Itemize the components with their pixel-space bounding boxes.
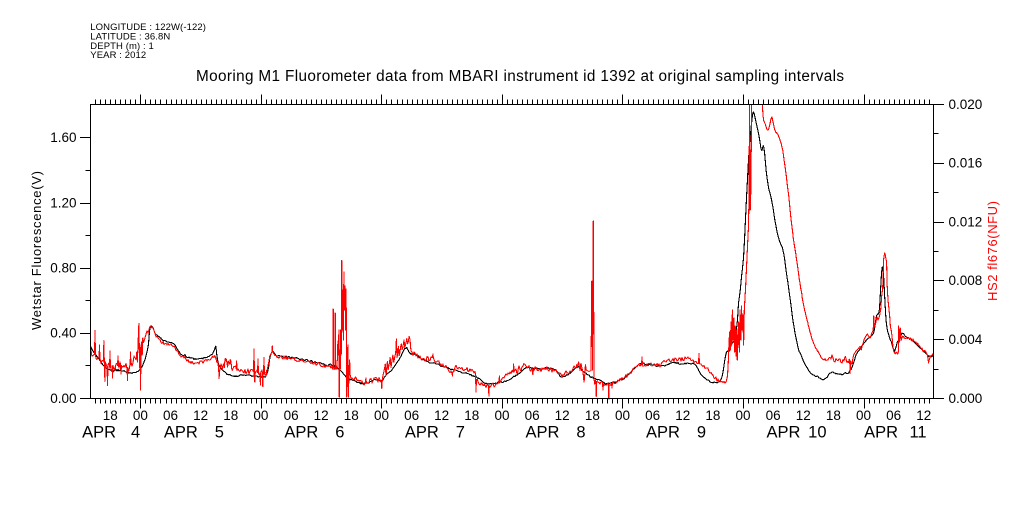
svg-text:12: 12 [555,408,570,423]
svg-text:5: 5 [215,423,224,441]
svg-text:06: 06 [886,408,901,423]
svg-text:0.40: 0.40 [50,326,76,341]
svg-text:12: 12 [675,408,690,423]
svg-text:1.60: 1.60 [50,130,76,145]
svg-text:00: 00 [735,408,750,423]
svg-text:HS2 fl676(NFU): HS2 fl676(NFU) [985,201,1000,301]
svg-text:18: 18 [344,408,359,423]
svg-text:LATITUDE : 36.8N: LATITUDE : 36.8N [90,32,170,43]
svg-text:APR: APR [82,423,116,441]
svg-text:0.00: 0.00 [50,391,76,406]
svg-text:12: 12 [314,408,329,423]
svg-text:7: 7 [456,423,465,441]
svg-text:Mooring M1 Fluorometer data fr: Mooring M1 Fluorometer data from MBARI i… [196,68,844,85]
svg-text:06: 06 [163,408,178,423]
svg-text:18: 18 [826,408,841,423]
svg-text:9: 9 [697,423,706,441]
svg-text:APR: APR [646,423,680,441]
svg-text:0.000: 0.000 [949,391,983,406]
svg-text:LONGITUDE : 122W(-122): LONGITUDE : 122W(-122) [90,22,206,33]
svg-text:8: 8 [576,423,585,441]
svg-text:00: 00 [494,408,509,423]
svg-text:00: 00 [253,408,268,423]
svg-text:11: 11 [909,423,926,441]
svg-text:06: 06 [404,408,419,423]
svg-text:APR: APR [284,423,318,441]
svg-text:1.20: 1.20 [50,195,76,210]
svg-text:06: 06 [645,408,660,423]
svg-text:10: 10 [808,423,826,441]
svg-text:00: 00 [615,408,630,423]
svg-text:18: 18 [464,408,479,423]
svg-text:APR: APR [405,423,439,441]
svg-text:Wetstar Fluorescence(V): Wetstar Fluorescence(V) [29,171,44,330]
svg-text:06: 06 [525,408,540,423]
svg-text:00: 00 [133,408,148,423]
svg-text:18: 18 [705,408,720,423]
svg-text:18: 18 [103,408,118,423]
svg-text:18: 18 [585,408,600,423]
svg-text:12: 12 [916,408,931,423]
svg-text:4: 4 [131,423,140,441]
svg-text:18: 18 [223,408,238,423]
svg-text:12: 12 [193,408,208,423]
svg-text:APR: APR [164,423,198,441]
svg-text:12: 12 [434,408,449,423]
svg-text:6: 6 [335,423,344,441]
svg-text:06: 06 [284,408,299,423]
svg-text:06: 06 [766,408,781,423]
svg-text:0.020: 0.020 [949,97,983,112]
svg-text:APR: APR [767,423,801,441]
svg-text:0.016: 0.016 [949,156,983,171]
svg-text:0.012: 0.012 [949,214,983,229]
svg-text:APR: APR [864,423,898,441]
svg-text:YEAR : 2012: YEAR : 2012 [90,50,146,61]
svg-text:DEPTH (m) : 1: DEPTH (m) : 1 [90,41,154,52]
svg-text:0.004: 0.004 [949,332,983,347]
svg-text:0.008: 0.008 [949,273,983,288]
svg-text:12: 12 [796,408,811,423]
svg-text:00: 00 [856,408,871,423]
svg-text:APR: APR [526,423,560,441]
svg-text:00: 00 [374,408,389,423]
svg-text:0.80: 0.80 [50,261,76,276]
